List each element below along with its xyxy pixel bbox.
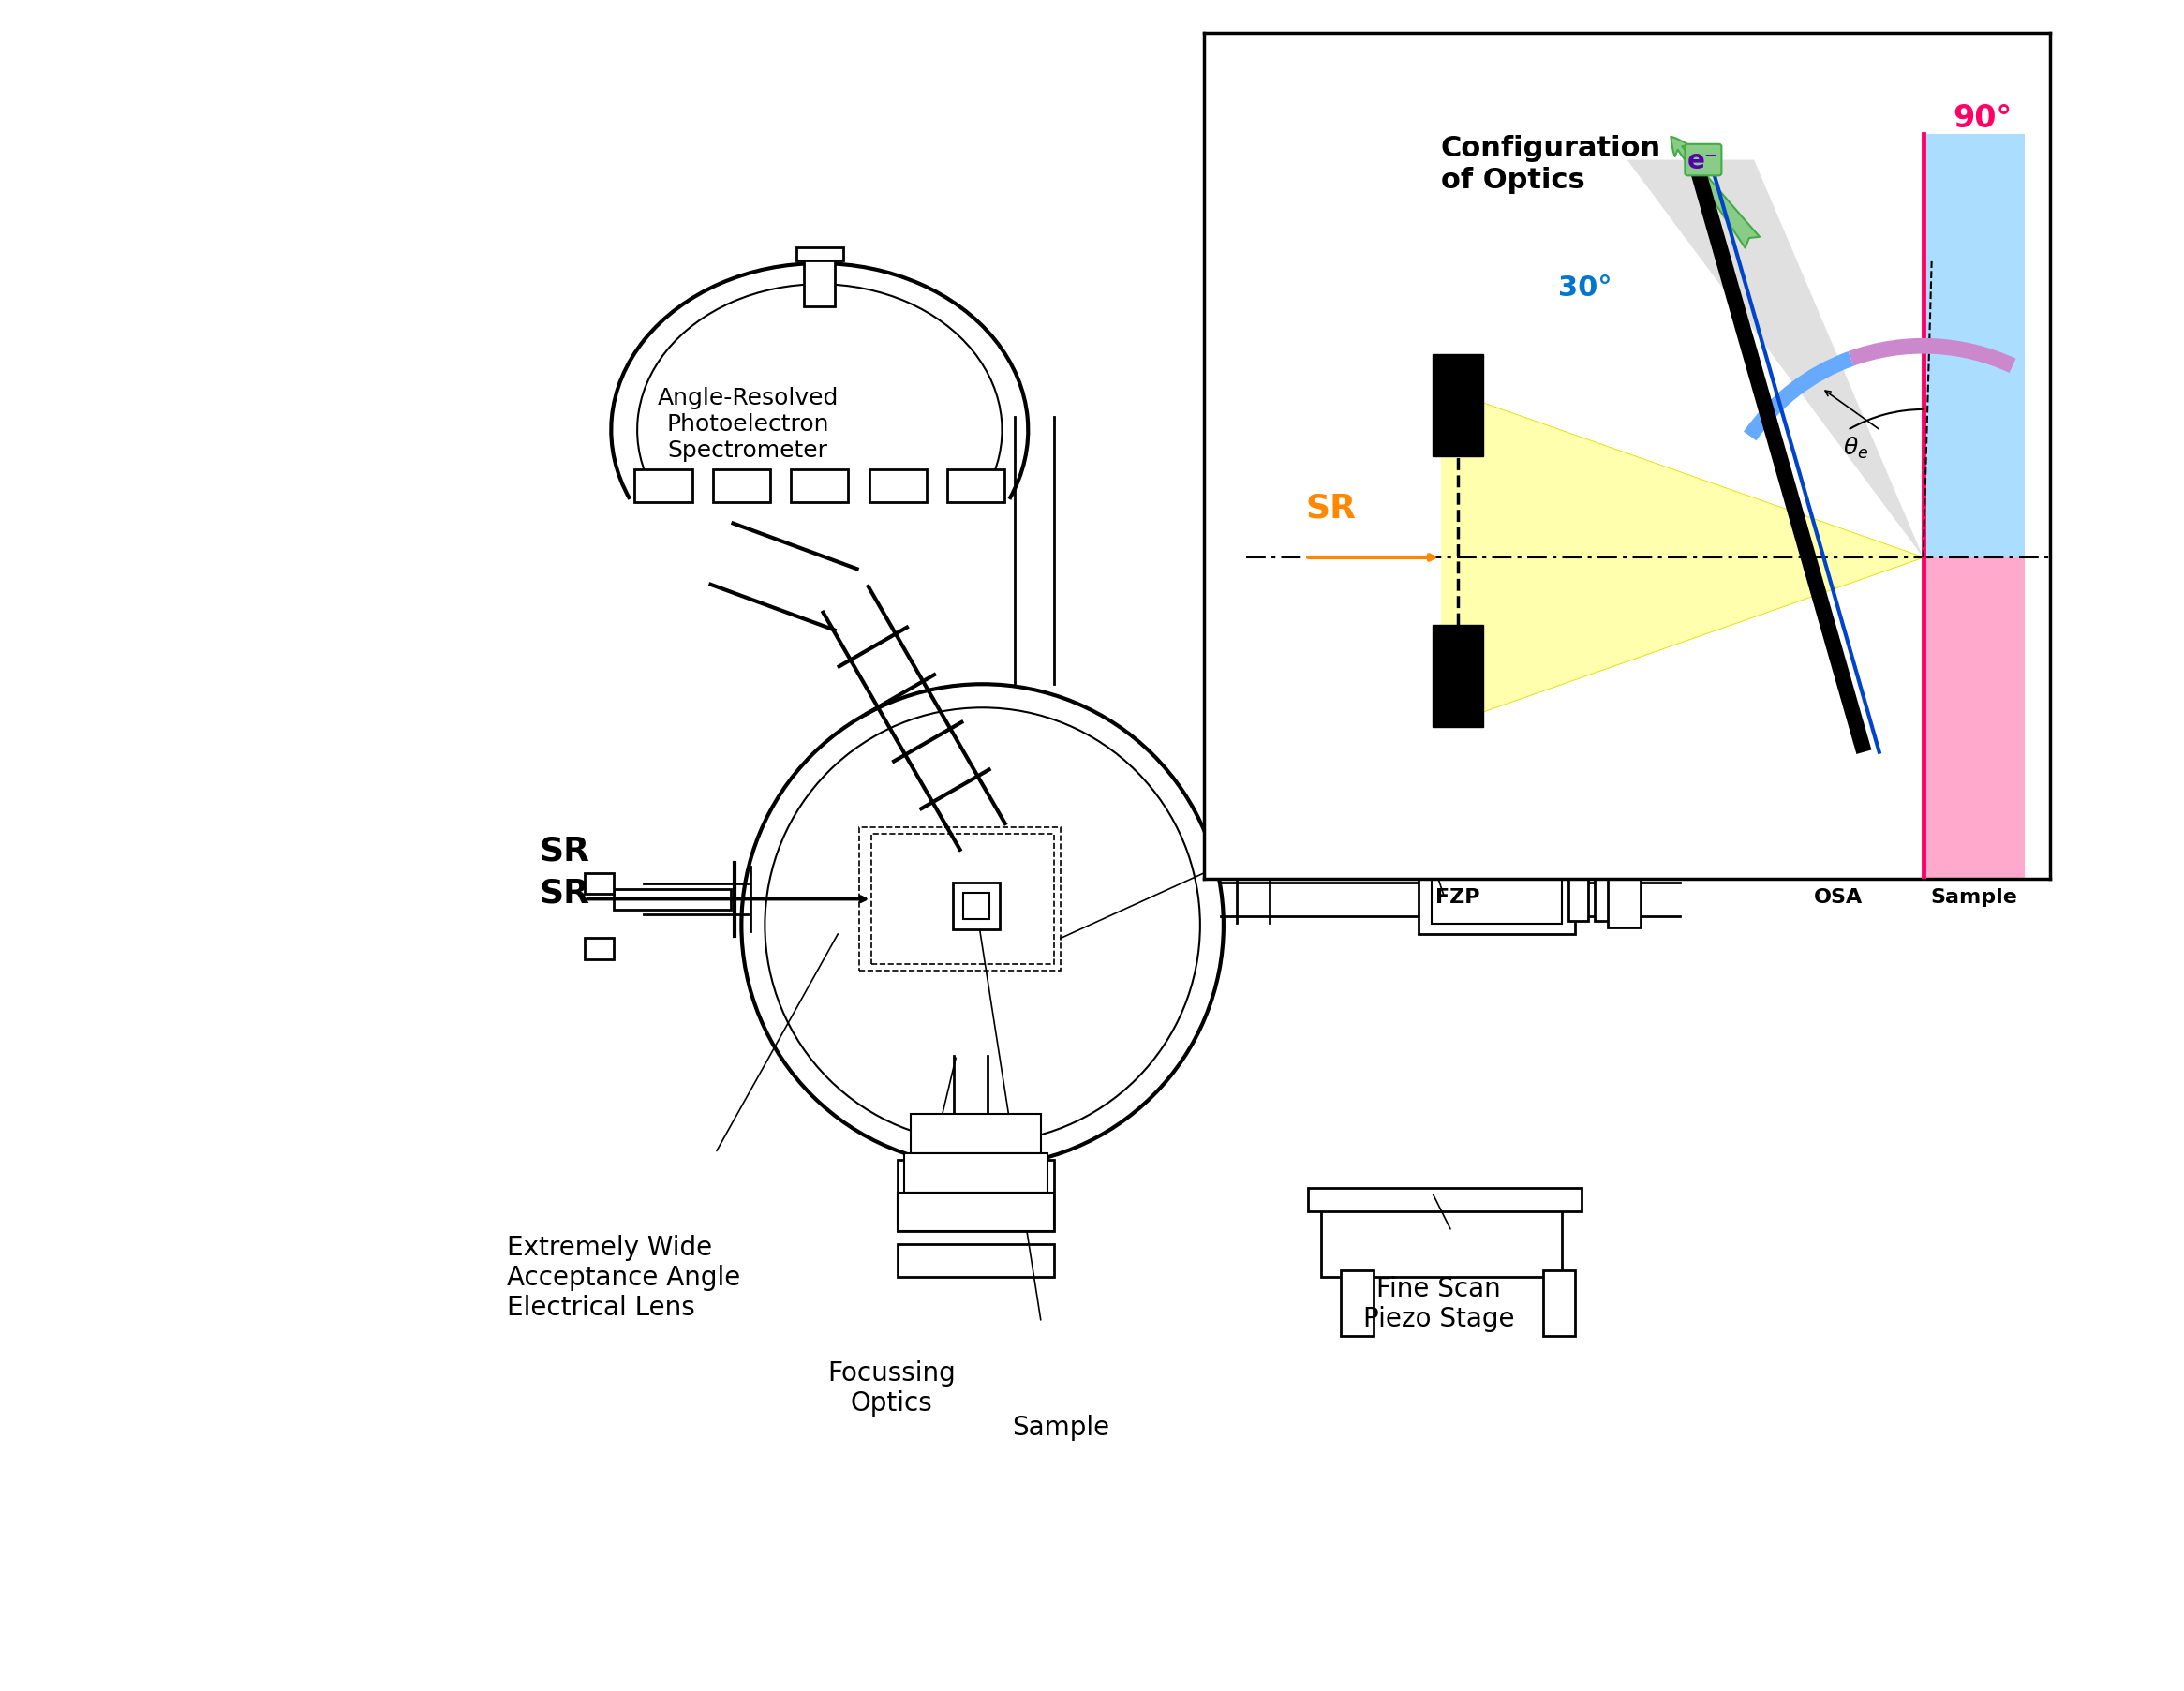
Bar — [804, 255, 834, 308]
Bar — [712, 470, 771, 502]
Text: Focussing
Optics: Focussing Optics — [828, 1360, 954, 1415]
Bar — [614, 889, 732, 910]
Text: Angle-Resolved
Photoelectron
Spectrometer: Angle-Resolved Photoelectron Spectromete… — [657, 387, 839, 462]
Bar — [1568, 876, 1588, 922]
Bar — [952, 883, 1000, 930]
Bar — [585, 939, 614, 959]
Bar — [948, 470, 1005, 502]
Polygon shape — [1441, 389, 1924, 727]
Polygon shape — [1627, 161, 1924, 558]
Text: Sample: Sample — [1931, 888, 2018, 906]
Text: 90°: 90° — [1952, 103, 2011, 134]
Bar — [1594, 876, 1614, 922]
Bar — [898, 1192, 1055, 1231]
Bar — [791, 470, 847, 502]
Bar — [1433, 626, 1483, 727]
Bar — [1924, 118, 2025, 922]
Bar — [1420, 862, 1575, 935]
Bar — [1321, 1206, 1562, 1277]
Bar — [1924, 135, 2025, 558]
Text: MCP Detector: MCP Detector — [1406, 822, 1583, 847]
Text: Sample: Sample — [1011, 1414, 1109, 1441]
Bar — [898, 1245, 1055, 1277]
Text: OSA: OSA — [1815, 888, 1863, 906]
Bar — [904, 1153, 1048, 1192]
Bar — [1308, 1189, 1581, 1212]
Bar — [871, 834, 1055, 964]
Text: e⁻: e⁻ — [1688, 147, 1719, 174]
Bar — [1607, 869, 1640, 928]
Bar — [911, 1114, 1042, 1153]
Bar — [963, 893, 989, 918]
Text: SR: SR — [1306, 492, 1356, 524]
Text: FZP: FZP — [1435, 888, 1481, 906]
Text: SR: SR — [539, 878, 590, 910]
Text: $\theta_e$: $\theta_e$ — [1843, 435, 1867, 462]
Bar — [858, 829, 1061, 971]
Text: Configuration
of Optics: Configuration of Optics — [1441, 135, 1662, 194]
Bar — [797, 249, 843, 262]
Bar — [898, 1160, 1055, 1231]
Bar — [636, 470, 692, 502]
Bar — [1341, 1270, 1374, 1336]
Text: SR: SR — [539, 835, 590, 867]
Bar — [1433, 355, 1483, 457]
Text: Extremely Wide
Acceptance Angle
Electrical Lens: Extremely Wide Acceptance Angle Electric… — [507, 1234, 740, 1321]
Text: Fine Scan
Piezo Stage: Fine Scan Piezo Stage — [1363, 1275, 1514, 1331]
Bar — [585, 874, 614, 895]
Bar — [1924, 558, 2025, 922]
Bar — [1433, 874, 1562, 925]
Bar — [869, 470, 926, 502]
Bar — [1542, 1270, 1575, 1336]
Text: 30°: 30° — [1557, 274, 1612, 301]
